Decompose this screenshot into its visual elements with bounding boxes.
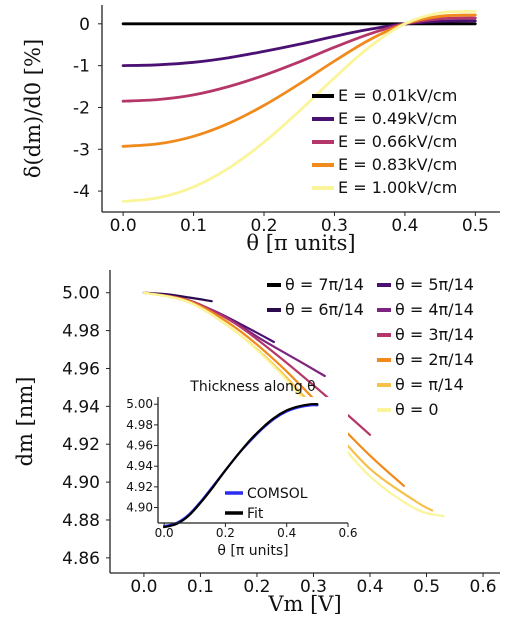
legend-label-3: θ = 4π/14	[395, 300, 474, 319]
x-tick-label: 0.6	[470, 577, 497, 597]
y-tick-label: -4	[73, 182, 90, 202]
legend-label-5: θ = 2π/14	[395, 350, 474, 369]
series-line-1	[121, 19, 477, 67]
y-tick-label: -1	[73, 57, 90, 77]
x-tick-label: 0.5	[413, 577, 440, 597]
y-tick-label: 4.88	[62, 511, 100, 531]
series-line-1	[163, 402, 319, 529]
x-tick-label: 0.2	[243, 577, 270, 597]
legend-label-1: θ = 6π/14	[285, 300, 364, 319]
x-tick-label: 0.1	[187, 577, 214, 597]
x-tick-label: 0.5	[462, 216, 489, 236]
plot-background	[158, 397, 348, 523]
y-tick-label: 4.94	[62, 397, 100, 417]
x-tick-label: 0.2	[250, 216, 277, 236]
x-tick-label: 0.3	[300, 577, 327, 597]
y-axis-label: δ(dm)/d0 [%]	[21, 39, 45, 178]
legend-label-4: θ = 3π/14	[395, 325, 474, 344]
legend-label-2: θ = 5π/14	[395, 275, 474, 294]
y-tick-label: 4.92	[126, 480, 153, 494]
y-tick-label: 4.94	[126, 459, 153, 473]
x-tick-label: 0.3	[321, 216, 348, 236]
x-axis-label: θ [π units]	[217, 543, 288, 559]
y-tick-label: -3	[73, 140, 90, 160]
x-tick-label: 0.4	[391, 216, 418, 236]
y-tick-label: 4.90	[126, 501, 153, 515]
legend-label-0: COMSOL	[247, 486, 308, 502]
chart-title: Thickness along θ	[189, 379, 315, 395]
y-axis-label: dm [nm]	[13, 377, 37, 467]
x-tick-label: 0.1	[180, 216, 207, 236]
x-tick-label: 0.4	[356, 577, 383, 597]
top-chart: 0.0 0.1 0.2 0.3 0.4 0.5 0 -1 -2 -3 -4 θ [π units] δ(…	[21, 5, 500, 255]
legend-label-2: E = 0.66kV/cm	[338, 132, 457, 151]
y-tick-label: 4.92	[62, 435, 100, 455]
x-tick-label: 0.0	[110, 216, 137, 236]
x-tick-label: 0.4	[277, 526, 296, 540]
legend-label-3: E = 0.83kV/cm	[338, 155, 457, 174]
y-tick-label: 4.90	[62, 473, 100, 493]
x-tick-label: 0.0	[155, 526, 174, 540]
x-axis-label: θ [π units]	[246, 231, 355, 255]
y-tick-label: 4.98	[62, 322, 100, 342]
y-tick-label: 5.00	[126, 397, 153, 411]
series-line-4	[121, 9, 477, 203]
x-axis-label: Vm [V]	[267, 592, 341, 616]
legend-label-1: E = 0.49kV/cm	[338, 109, 457, 128]
inset-chart: 0.0 0.2 0.4 0.6 5.00 4.98 4.96 4.94 4.92 4.90 θ [π…	[126, 379, 357, 559]
y-tick-label: 4.96	[126, 439, 153, 453]
legend-label-4: E = 1.00kV/cm	[338, 178, 457, 197]
y-tick-label: 5.00	[62, 284, 100, 304]
y-tick-label: 0	[79, 15, 90, 35]
y-tick-label: 4.86	[62, 549, 100, 569]
y-tick-label: 4.96	[62, 359, 100, 379]
y-tick-label: -2	[73, 98, 90, 118]
legend-label-6: θ = π/14	[395, 375, 464, 394]
y-tick-label: 4.98	[126, 418, 153, 432]
legend-label-0: E = 0.01kV/cm	[338, 86, 457, 105]
x-tick-label: 0.6	[338, 526, 357, 540]
legend-label-7: θ = 0	[395, 400, 439, 419]
legend-label-1: Fit	[247, 506, 264, 522]
x-tick-label: 0.0	[130, 577, 157, 597]
x-tick-label: 0.2	[216, 526, 235, 540]
legend-label-0: θ = 7π/14	[285, 275, 364, 294]
